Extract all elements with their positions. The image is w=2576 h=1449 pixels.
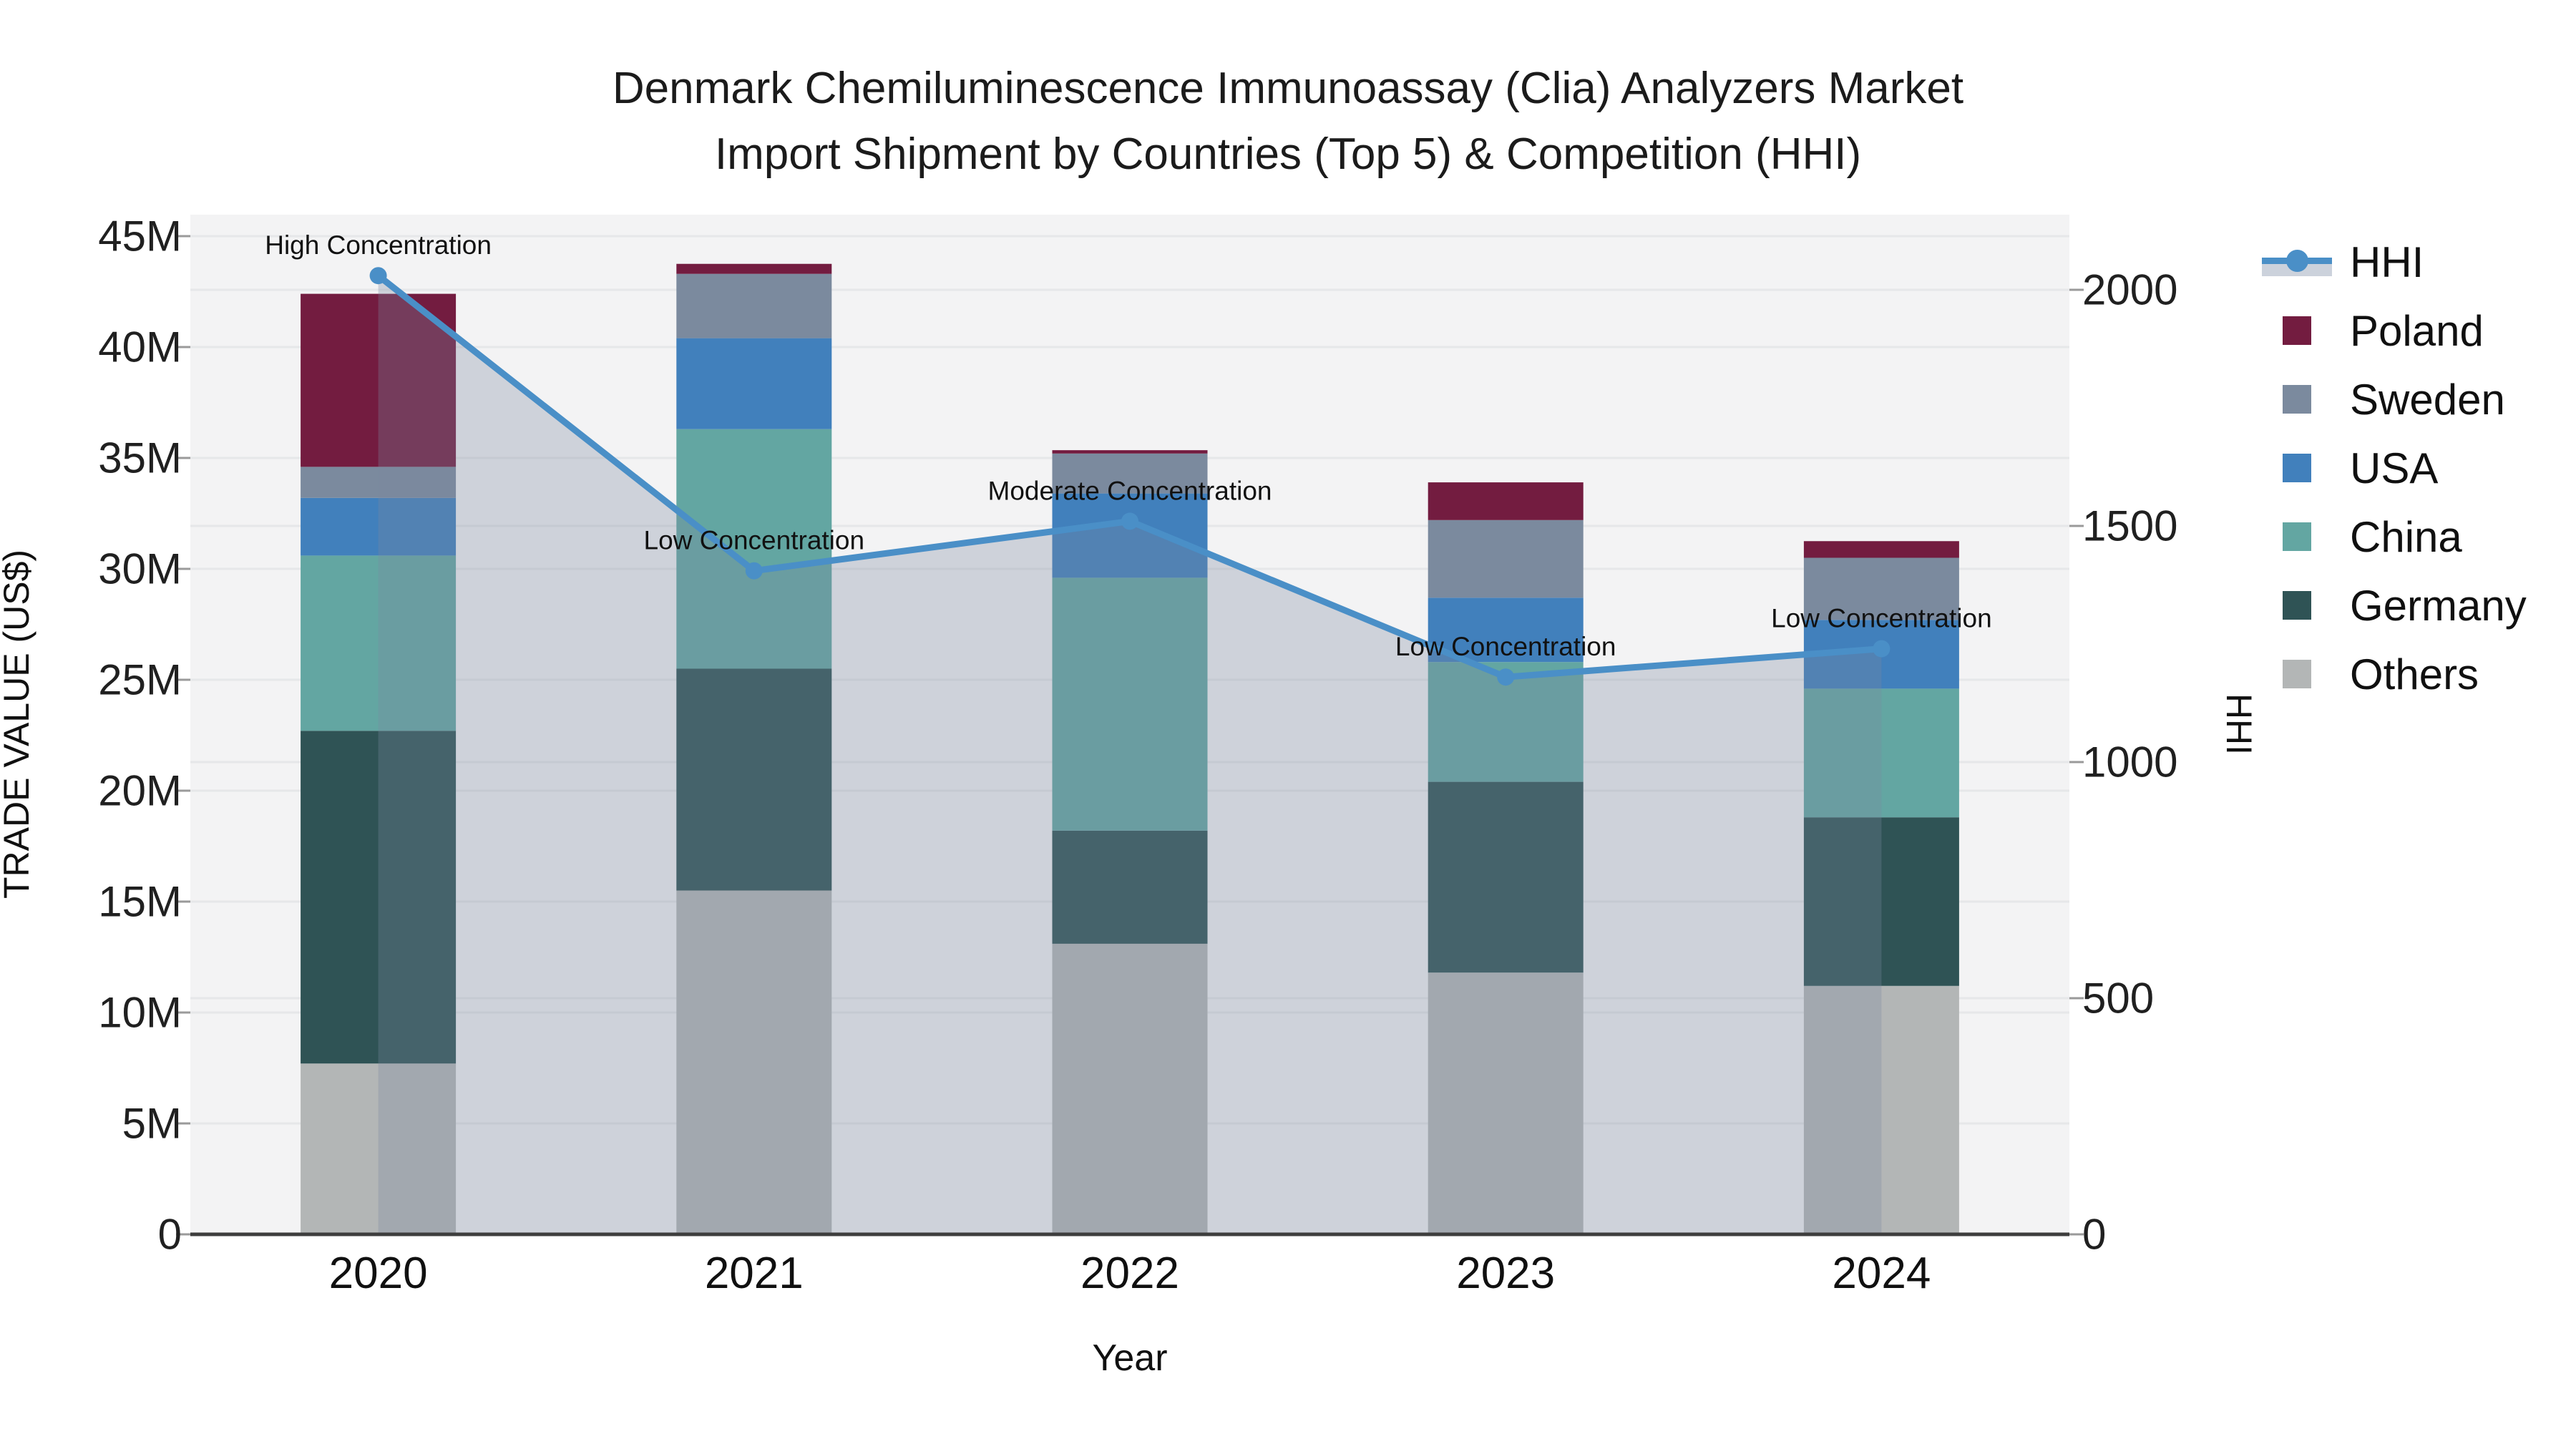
x-tick-label-2023: 2023 (1456, 1249, 1555, 1298)
bar-segment-poland-2021[interactable] (676, 263, 832, 274)
legend-swatch-icon (2260, 316, 2334, 345)
bar-segment-china-2022[interactable] (1052, 577, 1208, 831)
legend-label: HHI (2350, 238, 2424, 286)
legend-label: Poland (2350, 306, 2484, 355)
y-left-tick-label-0: 0 (158, 1211, 182, 1259)
bar-segment-germany-2022[interactable] (1052, 830, 1208, 944)
legend-item-poland[interactable]: Poland (2260, 296, 2527, 365)
y-left-tick-label-15M: 15M (98, 878, 182, 926)
bar-segment-germany-2020[interactable] (301, 731, 457, 1064)
x-tick-label-2024: 2024 (1832, 1249, 1931, 1298)
y-right-tick-label-1500: 1500 (2082, 502, 2177, 550)
y-left-tick-label-30M: 30M (98, 545, 182, 593)
chart-title-line2: Import Shipment by Countries (Top 5) & C… (714, 130, 1862, 179)
bar-segment-others-2023[interactable] (1428, 972, 1584, 1234)
legend-item-china[interactable]: China (2260, 502, 2527, 571)
y-left-tick-label-10M: 10M (98, 989, 182, 1037)
legend-item-sweden[interactable]: Sweden (2260, 365, 2527, 434)
bar-segment-poland-2020[interactable] (301, 293, 457, 467)
legend-line-marker-icon (2260, 246, 2334, 278)
legend-color-swatch (2283, 316, 2311, 345)
legend-item-others[interactable]: Others (2260, 640, 2527, 708)
annotation-2023: Low Concentration (1395, 632, 1616, 661)
legend-swatch-icon (2260, 660, 2334, 688)
legend-label: China (2350, 512, 2462, 561)
legend-color-swatch (2283, 385, 2311, 414)
legend-color-swatch (2283, 454, 2311, 482)
y-right-axis-title: HHI (2219, 693, 2259, 755)
y-left-tick-label-40M: 40M (98, 323, 182, 371)
annotation-2024: Low Concentration (1771, 604, 1992, 633)
bar-segment-usa-2022[interactable] (1052, 493, 1208, 578)
legend-color-swatch (2283, 522, 2311, 551)
chart-title: Denmark Chemiluminescence Immunoassay (C… (0, 56, 2576, 187)
y-right-tick-label-1000: 1000 (2082, 738, 2177, 786)
legend-item-usa[interactable]: USA (2260, 434, 2527, 502)
bar-segment-sweden-2023[interactable] (1428, 519, 1584, 598)
bar-segment-usa-2021[interactable] (676, 338, 832, 429)
y-left-axis-title: TRADE VALUE (US$) (0, 550, 36, 899)
x-tick-label-2022: 2022 (1080, 1249, 1179, 1298)
bar-segment-sweden-2022[interactable] (1052, 453, 1208, 494)
bar-segment-usa-2020[interactable] (301, 497, 457, 556)
x-tick-label-2020: 2020 (329, 1249, 428, 1298)
bar-segment-others-2020[interactable] (301, 1063, 457, 1234)
y-left-tick-label-35M: 35M (98, 434, 182, 482)
legend-color-swatch (2283, 591, 2311, 620)
legend: HHI Poland Sweden USA China Germany Others (2260, 228, 2527, 708)
hhi-marker-2022[interactable] (1121, 512, 1138, 530)
legend-label: Others (2350, 650, 2479, 698)
legend-swatch-icon (2260, 385, 2334, 414)
bar-segment-others-2024[interactable] (1803, 985, 1959, 1234)
bar-segment-poland-2022[interactable] (1052, 450, 1208, 454)
x-axis-title: Year (1092, 1337, 1167, 1379)
bar-segment-china-2024[interactable] (1803, 688, 1959, 818)
hhi-legend-sample (2262, 246, 2332, 278)
annotation-2022: Moderate Concentration (988, 476, 1272, 505)
legend-swatch-icon (2260, 454, 2334, 482)
y-right-tick-label-0: 0 (2082, 1211, 2106, 1259)
bar-segment-sweden-2021[interactable] (676, 273, 832, 338)
legend-label: Sweden (2350, 375, 2505, 424)
bar-segment-others-2022[interactable] (1052, 943, 1208, 1234)
bar-segment-germany-2023[interactable] (1428, 781, 1584, 973)
annotation-2021: Low Concentration (644, 526, 865, 555)
bar-segment-china-2021[interactable] (676, 429, 832, 669)
legend-label: USA (2350, 444, 2439, 492)
hhi-area-fill (378, 275, 1882, 1235)
legend-item-germany[interactable]: Germany (2260, 571, 2527, 640)
hhi-marker-2021[interactable] (745, 562, 763, 580)
x-tick-label-2021: 2021 (705, 1249, 804, 1298)
legend-color-swatch (2283, 660, 2311, 688)
bar-segment-china-2020[interactable] (301, 555, 457, 731)
legend-swatch-icon (2260, 591, 2334, 620)
bar-segment-sweden-2020[interactable] (301, 467, 457, 498)
y-left-tick-label-5M: 5M (122, 1100, 182, 1148)
bar-segment-poland-2024[interactable] (1803, 541, 1959, 558)
chart-title-line1: Denmark Chemiluminescence Immunoassay (C… (612, 64, 1964, 113)
bar-segment-others-2021[interactable] (676, 890, 832, 1235)
hhi-marker-dot (2286, 250, 2308, 272)
y-left-tick-label-25M: 25M (98, 656, 182, 704)
y-left-tick-label-20M: 20M (98, 767, 182, 815)
bar-segment-germany-2024[interactable] (1803, 817, 1959, 986)
y-right-tick-label-2000: 2000 (2082, 266, 2177, 314)
legend-item-hhi[interactable]: HHI (2260, 228, 2527, 296)
legend-label: Germany (2350, 581, 2527, 630)
hhi-marker-2023[interactable] (1497, 668, 1515, 686)
hhi-marker-2020[interactable] (369, 267, 387, 285)
annotation-2020: High Concentration (265, 230, 492, 260)
bar-segment-poland-2023[interactable] (1428, 482, 1584, 520)
y-left-tick-label-45M: 45M (98, 213, 182, 260)
y-right-tick-label-500: 500 (2082, 975, 2154, 1023)
bar-segment-usa-2023[interactable] (1428, 597, 1584, 663)
bar-segment-germany-2021[interactable] (676, 668, 832, 891)
bar-segment-sweden-2024[interactable] (1803, 557, 1959, 620)
hhi-marker-2024[interactable] (1873, 640, 1890, 658)
legend-swatch-icon (2260, 522, 2334, 551)
